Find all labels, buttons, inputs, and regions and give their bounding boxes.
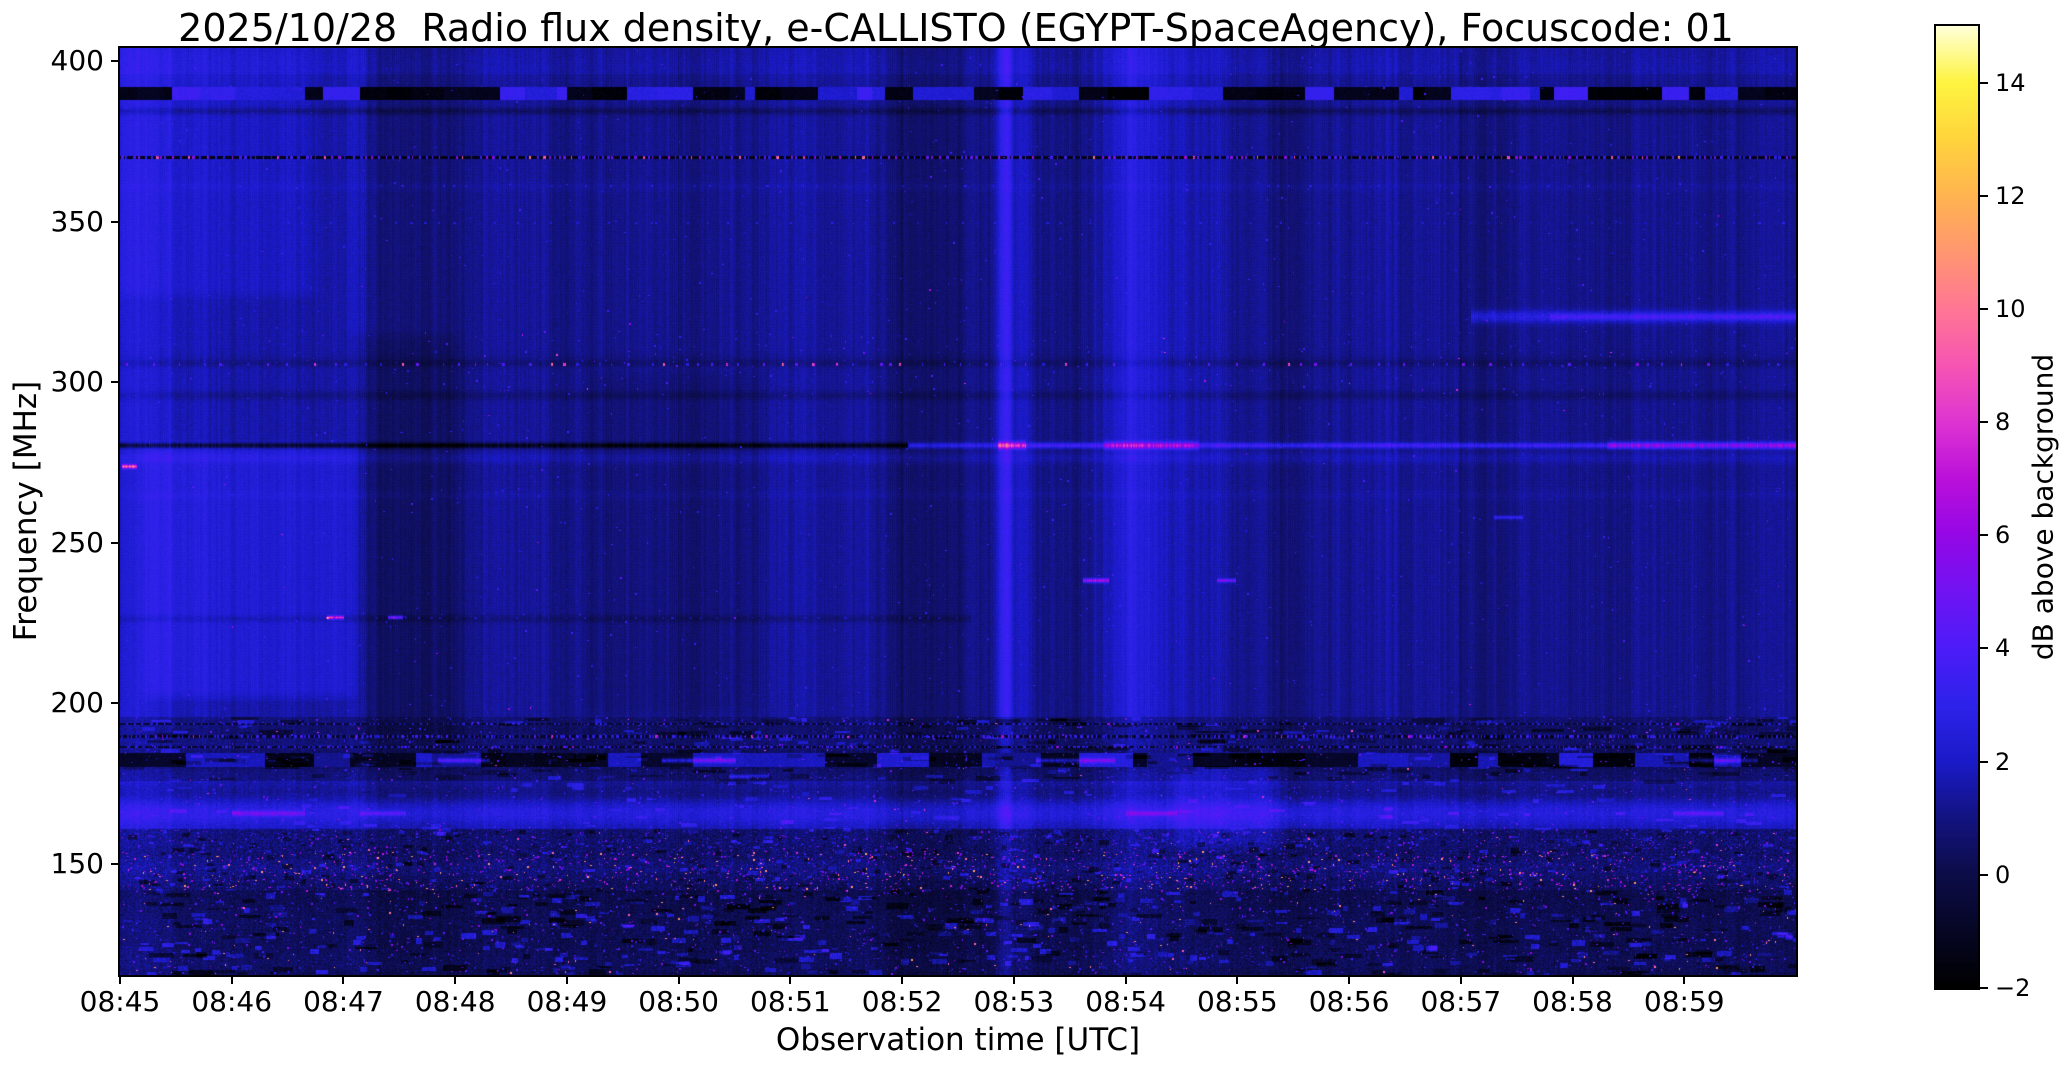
- x-tick-label: 08:57: [1420, 985, 1502, 1018]
- x-tick-label: 08:46: [191, 985, 273, 1018]
- y-axis-label: Frequency [MHz]: [8, 380, 44, 642]
- colorbar-tick-label: 2: [1995, 747, 2011, 776]
- colorbar-tick-label: 14: [1995, 68, 2026, 97]
- x-tick-mark: [901, 975, 904, 984]
- plot-frame: [118, 46, 1798, 977]
- colorbar-tick-mark: [1980, 194, 1988, 197]
- x-tick-label: 08:50: [638, 985, 719, 1018]
- colorbar-tick-label: −2: [1995, 974, 2031, 1002]
- colorbar-tick-label: 12: [1995, 181, 2026, 210]
- y-tick-mark: [111, 541, 120, 544]
- colorbar-tick-label: 6: [1995, 521, 2011, 550]
- x-tick-mark: [1348, 975, 1351, 984]
- x-tick-label: 08:59: [1643, 985, 1725, 1018]
- x-tick-mark: [789, 975, 792, 984]
- colorbar-tick-mark: [1980, 81, 1988, 84]
- y-tick-label: 350: [50, 204, 104, 238]
- colorbar-tick-label: 8: [1995, 408, 2011, 437]
- colorbar-tick-label: 0: [1995, 860, 2011, 889]
- spectrogram-heatmap: [120, 48, 1796, 975]
- x-tick-label: 08:54: [1085, 985, 1166, 1018]
- x-tick-mark: [454, 975, 457, 984]
- x-tick-mark: [119, 975, 121, 984]
- y-tick-label: 150: [50, 847, 104, 881]
- y-tick-label: 300: [50, 365, 104, 399]
- page-title: 2025/10/28 Radio flux density, e-CALLIST…: [178, 6, 1734, 50]
- x-tick-mark: [677, 975, 680, 984]
- x-tick-mark: [230, 975, 233, 984]
- x-tick-mark: [1012, 975, 1015, 984]
- x-tick-label: 08:52: [861, 985, 943, 1018]
- y-tick-mark: [111, 381, 120, 384]
- y-tick-mark: [111, 702, 120, 705]
- x-tick-label: 08:53: [973, 985, 1055, 1018]
- x-tick-mark: [565, 975, 568, 984]
- x-tick-mark: [1236, 975, 1239, 984]
- x-tick-mark: [1683, 975, 1686, 984]
- y-tick-mark: [111, 863, 120, 866]
- x-tick-label: 08:55: [1196, 985, 1278, 1018]
- x-axis-label: Observation time [UTC]: [775, 1022, 1141, 1058]
- x-tick-mark: [1459, 975, 1462, 984]
- y-tick-mark: [111, 59, 120, 62]
- colorbar-tick-label: 4: [1995, 634, 2011, 663]
- colorbar-tick-mark: [1980, 534, 1988, 537]
- colorbar-tick-mark: [1980, 987, 1988, 989]
- colorbar-tick-label: 10: [1995, 294, 2026, 323]
- x-tick-label: 08:58: [1532, 985, 1613, 1018]
- x-tick-mark: [1571, 975, 1574, 984]
- colorbar-tick-mark: [1980, 873, 1988, 876]
- x-tick-label: 08:49: [526, 985, 608, 1018]
- y-tick-mark: [111, 220, 120, 223]
- x-tick-label: 08:56: [1308, 985, 1390, 1018]
- x-tick-mark: [1124, 975, 1127, 984]
- y-tick-label: 400: [50, 43, 104, 77]
- x-tick-label: 08:45: [79, 985, 161, 1018]
- x-tick-label: 08:51: [750, 985, 831, 1018]
- colorbar-tick-mark: [1980, 307, 1988, 310]
- colorbar-tick-mark: [1980, 760, 1988, 763]
- y-tick-label: 250: [50, 525, 104, 559]
- x-tick-mark: [342, 975, 345, 984]
- colorbar-tick-mark: [1980, 421, 1988, 424]
- y-tick-label: 200: [50, 686, 104, 720]
- colorbar-tick-mark: [1980, 647, 1988, 650]
- colorbar-gradient: [1934, 24, 1980, 990]
- x-tick-label: 08:48: [414, 985, 496, 1018]
- colorbar-label: dB above background: [2026, 353, 2060, 661]
- x-tick-label: 08:47: [303, 985, 384, 1018]
